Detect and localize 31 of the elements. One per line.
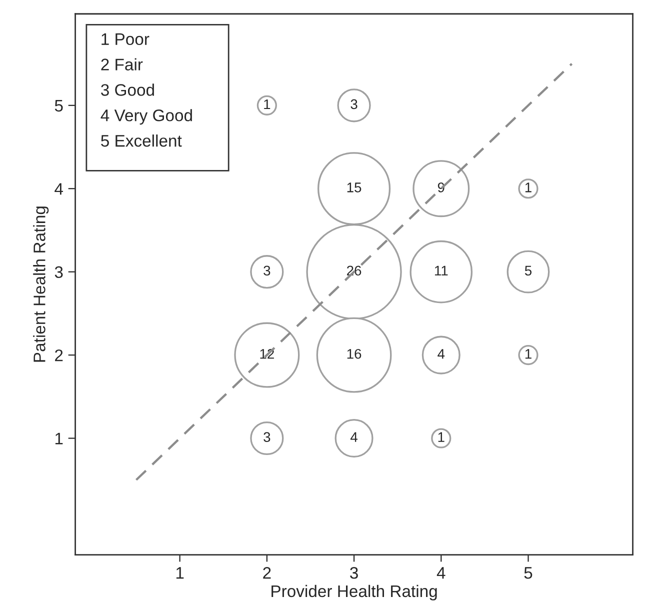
- annotation: 2 Fair: [101, 58, 143, 70]
- x-tick-label: 3: [350, 567, 358, 579]
- annotation: 5 Excellent: [101, 134, 182, 147]
- data-label: 1: [264, 99, 270, 109]
- y-tick-label: 4: [54, 183, 63, 195]
- annotation: 1 Poor: [102, 33, 150, 46]
- data-label: 11: [434, 266, 448, 276]
- data-label: 1: [525, 182, 532, 192]
- y-tick-label: 1: [55, 432, 63, 444]
- y-tick-label: 2: [55, 349, 63, 362]
- x-tick-label: 5: [524, 567, 532, 579]
- y-tick-label: 3: [54, 266, 63, 278]
- data-label: 3: [264, 266, 270, 276]
- annotation: 4 Very Good: [100, 109, 192, 125]
- data-label: 4: [438, 349, 445, 359]
- data-label: 12: [260, 348, 274, 359]
- y-axis-title: Patient Health Rating: [33, 206, 49, 362]
- data-label: 15: [347, 182, 362, 192]
- y-tick-label: 5: [54, 100, 63, 112]
- x-tick-label: 2: [263, 567, 271, 579]
- data-label: 4: [350, 432, 358, 442]
- data-label: 1: [438, 432, 444, 442]
- annotation: 3 Good: [101, 84, 154, 96]
- x-axis-title: Provider Health Rating: [272, 584, 437, 600]
- data-label: 16: [347, 348, 362, 359]
- data-label: 3: [264, 432, 270, 442]
- data-label: 5: [524, 266, 532, 276]
- data-label: 3: [350, 99, 358, 110]
- data-label: 1: [525, 349, 532, 359]
- x-tick-label: 4: [436, 567, 446, 579]
- x-tick-label: 1: [176, 567, 184, 579]
